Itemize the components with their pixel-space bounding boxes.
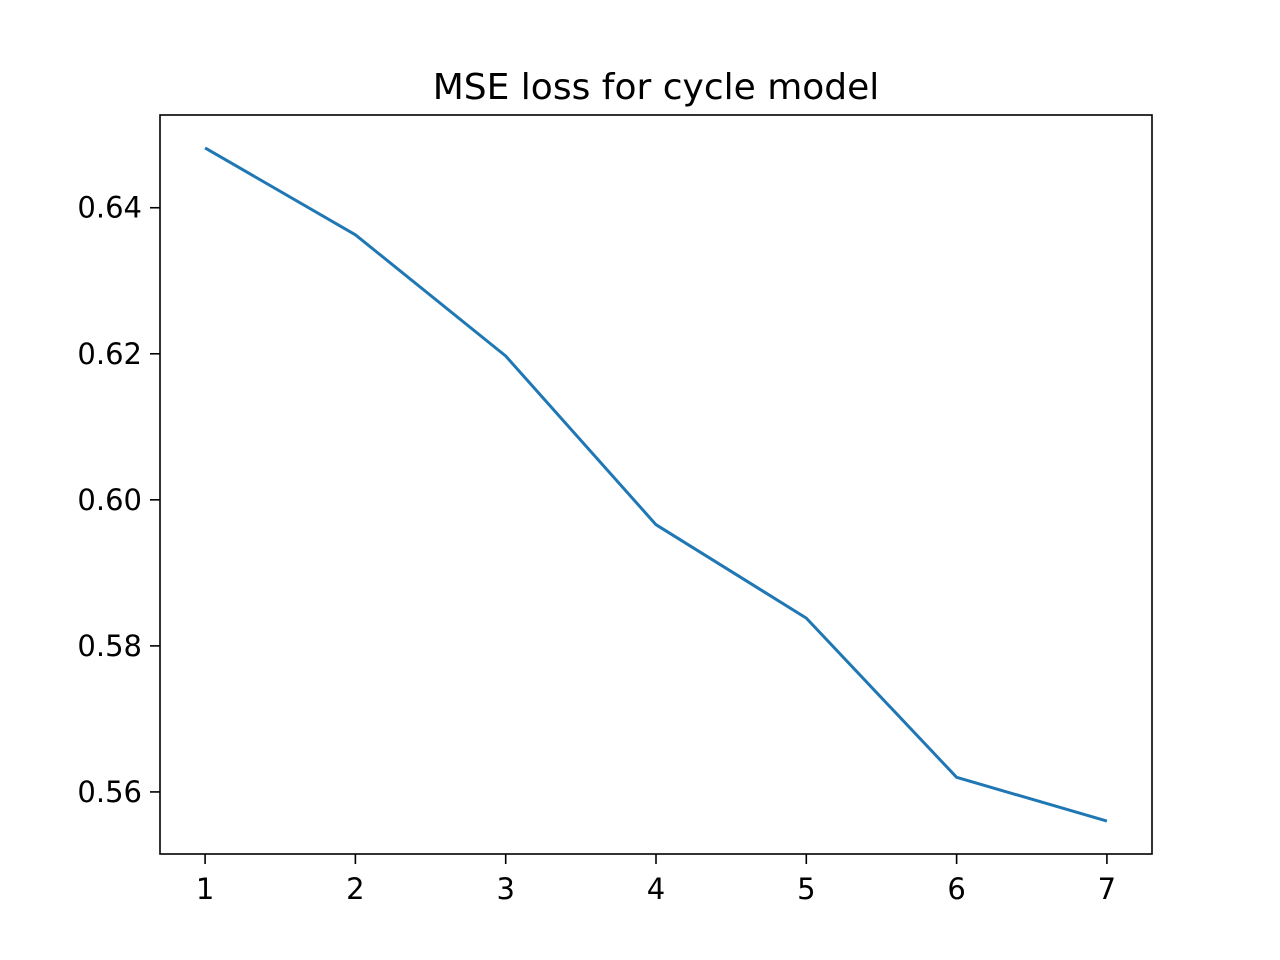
y-tick-label: 0.58: [77, 629, 142, 663]
y-tick-label: 0.56: [77, 775, 142, 809]
x-tick-label: 1: [196, 872, 214, 906]
x-tick-label: 7: [1098, 872, 1116, 906]
x-tick-label: 3: [496, 872, 514, 906]
x-tick-label: 4: [647, 872, 665, 906]
x-tick-label: 5: [797, 872, 815, 906]
x-tick-label: 6: [947, 872, 965, 906]
y-tick-label: 0.64: [77, 191, 142, 225]
plot-area: 1 2 3 4 5 6 7 0.56 0.58 0.60 0.62 0.64: [77, 114, 1153, 906]
y-tick-label: 0.62: [77, 337, 142, 371]
series-line-0: [204, 146, 1108, 823]
x-tick-label: 2: [346, 872, 364, 906]
chart-title: MSE loss for cycle model: [433, 67, 880, 108]
y-tick-label: 0.60: [77, 483, 142, 517]
